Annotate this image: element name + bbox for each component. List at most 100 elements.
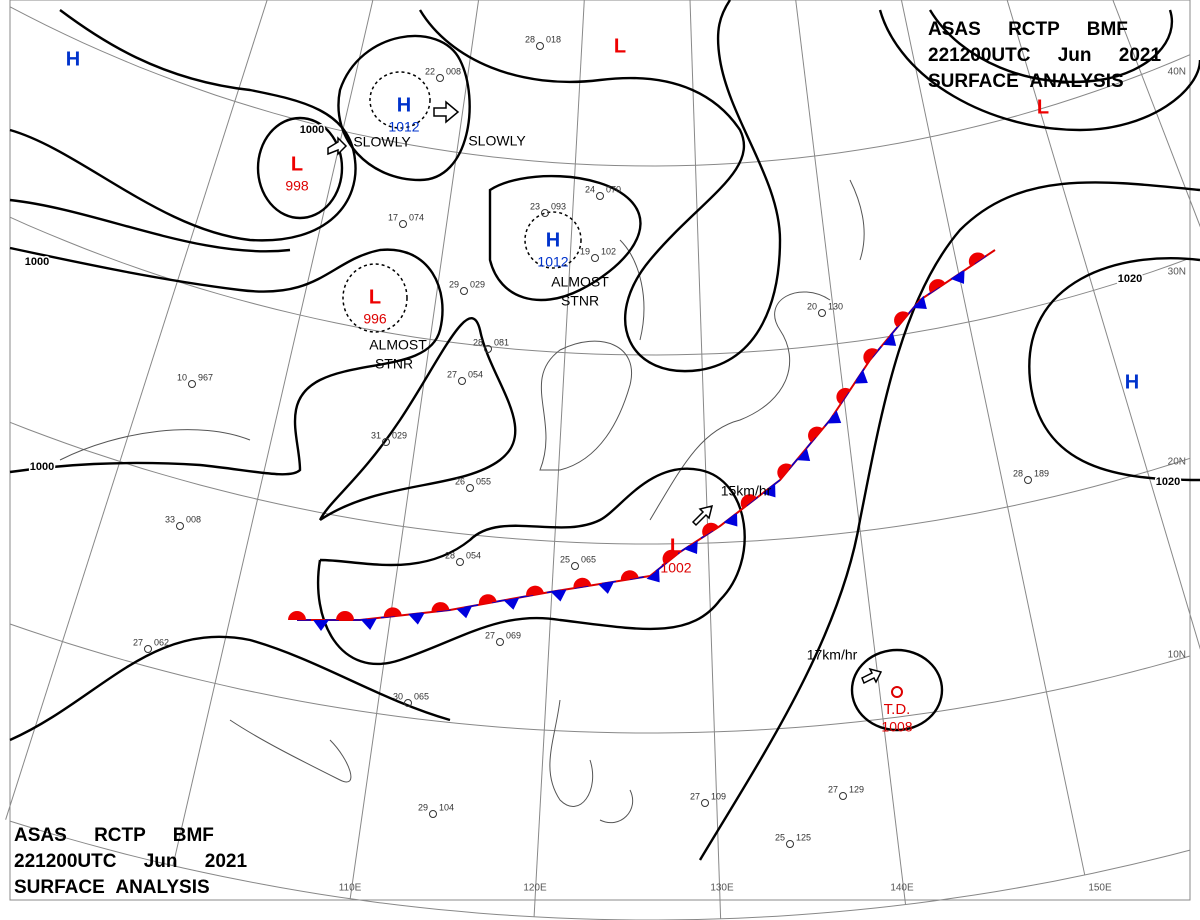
cold-symbol: [550, 589, 567, 602]
station-pressure: 055: [476, 476, 491, 486]
latitude-label: 40N: [1168, 67, 1186, 78]
station-circle: [429, 810, 437, 818]
warm-symbol: [968, 252, 986, 267]
latitude-label: 30N: [1168, 267, 1186, 278]
station-pressure: 125: [796, 832, 811, 842]
isobar-label: 1000: [30, 461, 54, 473]
cold-symbol: [313, 620, 329, 631]
longitude-label: 120E: [523, 883, 547, 894]
station-circle: [144, 645, 152, 653]
longitude-label: 110E: [339, 883, 362, 894]
warm-symbol: [573, 577, 592, 589]
isobar-label: 1000: [300, 124, 324, 136]
station-temp: 25: [775, 832, 785, 842]
station-pressure: 074: [409, 212, 424, 222]
system-pressure: 1012: [388, 119, 419, 135]
system-symbol: L: [670, 535, 682, 557]
warm-symbol: [808, 426, 823, 443]
cold-symbol: [724, 512, 738, 527]
warm-symbol: [336, 611, 354, 620]
warm-symbol: [702, 522, 719, 537]
labels: H L 998 H 1012 H 1012 L 996 L L H L 1002 T.D.1008 SLOWL…: [23, 35, 1186, 894]
warm-symbol: [620, 570, 639, 581]
warm-symbol: [777, 463, 793, 480]
system-pressure: 1008: [881, 719, 912, 735]
coastlines: [59, 179, 865, 824]
system-symbol: T.D.: [884, 701, 911, 718]
cold-symbol: [503, 597, 520, 610]
system-pressure: 1012: [537, 254, 568, 270]
annotation: ALMOST: [369, 337, 427, 353]
system-symbol: L: [1037, 96, 1049, 118]
station-temp: 22: [425, 66, 435, 76]
longitude-line: [900, 0, 1086, 876]
station-pressure: 029: [392, 430, 407, 440]
station-pressure: 065: [581, 554, 596, 564]
cold-symbol: [598, 581, 615, 594]
station-pressure: 189: [1034, 468, 1049, 478]
warm-symbol: [478, 594, 497, 605]
station-circle: [701, 799, 709, 807]
station-circle: [484, 345, 492, 353]
header-bottom-line2: 221200UTC Jun 2021: [14, 851, 247, 872]
longitude-line: [1112, 0, 1200, 228]
cold-symbol: [360, 618, 377, 630]
longitude-line: [349, 0, 480, 899]
station-pressure: 967: [198, 372, 213, 382]
latitude-line: [9, 820, 1191, 920]
station-temp: 26: [455, 476, 465, 486]
header-top-line1: ASAS RCTP BMF: [928, 19, 1128, 40]
station-pressure: 081: [494, 337, 509, 347]
station-circle: [571, 562, 579, 570]
station-temp: 24: [585, 184, 595, 194]
station-pressure: 065: [414, 691, 429, 701]
front-line-blue: [297, 249, 996, 621]
station-circle: [536, 42, 544, 50]
station-temp: 19: [580, 246, 590, 256]
station-circle: [404, 699, 412, 707]
isobar-label: 1000: [25, 256, 49, 268]
warm-symbol: [836, 387, 851, 405]
station-temp: 17: [388, 212, 398, 222]
station-pressure: 069: [506, 630, 521, 640]
annotation: SLOWLY: [353, 134, 411, 150]
station-pressure: 008: [446, 66, 461, 76]
header-bottom-line1: ASAS RCTP BMF: [14, 825, 214, 846]
cold-symbol: [796, 447, 811, 462]
annotation: ALMOST: [551, 274, 609, 290]
latitude-line: [9, 623, 1191, 734]
latitude-label: 10N: [1168, 650, 1186, 661]
latitude-line: [9, 421, 1191, 545]
annotation: 15km/hr: [721, 483, 772, 499]
station-pressure: 062: [154, 637, 169, 647]
station-pressure: 054: [468, 369, 483, 379]
latitude-label: 20N: [1168, 457, 1186, 468]
warm-symbol: [928, 279, 946, 294]
cold-symbol: [408, 612, 425, 625]
latitude-line: [9, 216, 1191, 356]
system-pressure: 1002: [660, 560, 691, 576]
isobars: [9, 0, 1200, 861]
warm-symbol: [383, 607, 402, 618]
header-top-line3: SURFACE ANALYSIS: [928, 71, 1124, 92]
station-circle: [839, 792, 847, 800]
station-temp: 29: [449, 279, 459, 289]
longitude-label: 140E: [890, 883, 914, 894]
station-circle: [382, 438, 390, 446]
station-temp: 31: [371, 430, 381, 440]
station-circle: [399, 220, 407, 228]
warm-symbol: [740, 494, 757, 509]
station-circle: [460, 287, 468, 295]
station-pressure: 008: [186, 514, 201, 524]
longitude-line: [795, 0, 907, 905]
longitude-line: [533, 0, 585, 917]
cold-symbol: [827, 410, 842, 424]
stationary-front: [288, 249, 996, 631]
station-temp: 29: [418, 802, 428, 812]
warm-symbol: [894, 311, 909, 328]
station-pressure: 129: [849, 784, 864, 794]
station-temp: 30: [393, 691, 403, 701]
warm-symbol: [863, 348, 879, 365]
station-temp: 28: [525, 34, 535, 44]
